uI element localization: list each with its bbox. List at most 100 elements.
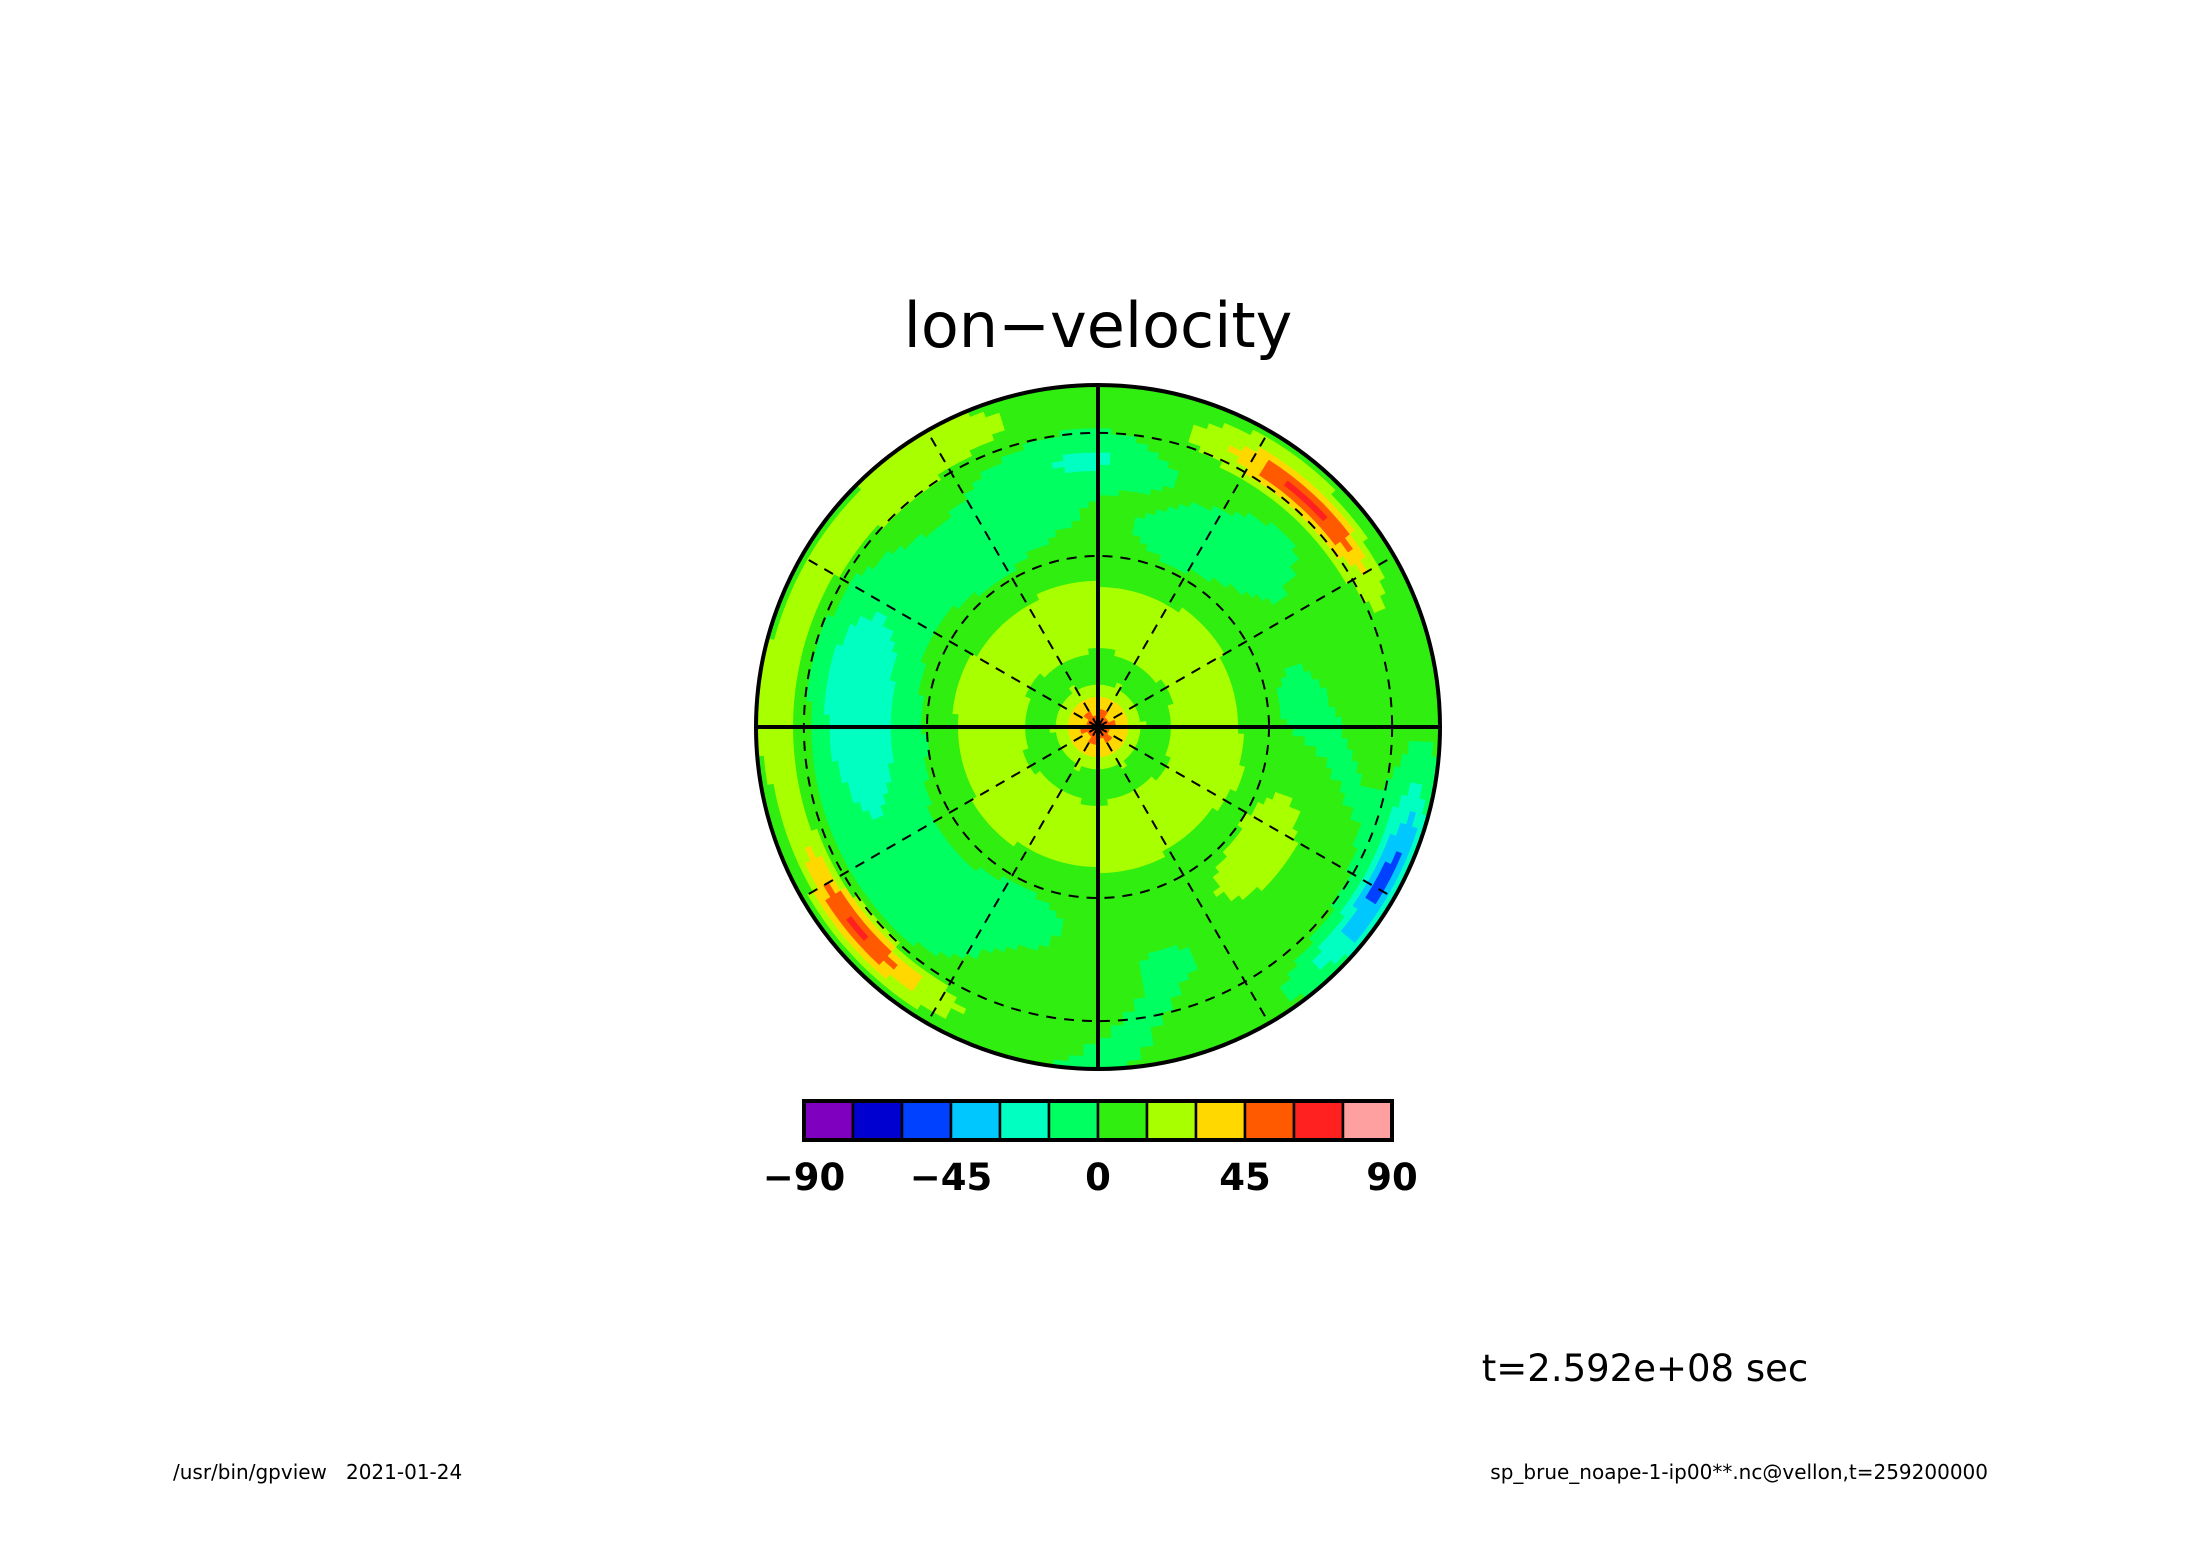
field-cell xyxy=(1108,592,1116,601)
field-cell xyxy=(1107,604,1115,613)
field-cell xyxy=(975,731,983,739)
field-cell xyxy=(1249,712,1258,721)
field-cell xyxy=(1101,628,1107,637)
field-cell xyxy=(1207,731,1215,738)
field-cell xyxy=(981,716,989,723)
field-cell xyxy=(1079,525,1090,533)
field-cell xyxy=(938,712,947,721)
field-cell xyxy=(951,707,960,716)
field-cell xyxy=(1304,707,1312,719)
field-cell xyxy=(1105,909,1115,917)
field-cell xyxy=(884,707,892,719)
field-cell xyxy=(1081,543,1091,552)
field-cell xyxy=(1087,829,1094,838)
field-cell xyxy=(1103,866,1112,874)
field-cell xyxy=(1079,927,1090,935)
field-cell xyxy=(1106,525,1117,533)
field-cell xyxy=(1104,878,1113,887)
field-cell xyxy=(1103,592,1111,600)
field-cell xyxy=(1103,586,1111,594)
field-cell xyxy=(1280,710,1288,720)
field-cell xyxy=(1079,859,1087,868)
field-cell xyxy=(1219,731,1227,739)
field-cell xyxy=(1083,878,1092,887)
field-cell xyxy=(1176,730,1184,735)
field-cell xyxy=(1280,734,1288,744)
field-cell xyxy=(1102,616,1109,625)
field-cell xyxy=(1084,574,1093,582)
field-cell xyxy=(938,733,947,742)
field-cell xyxy=(1080,531,1091,539)
field-cell xyxy=(1231,714,1239,722)
field-cell xyxy=(902,709,910,720)
field-cell xyxy=(1286,734,1294,745)
field-cell xyxy=(1080,915,1091,923)
field-cell xyxy=(1109,580,1118,589)
field-cell xyxy=(1107,610,1114,619)
field-cell xyxy=(1086,604,1094,612)
field-cell xyxy=(1298,708,1306,719)
field-cell xyxy=(1081,841,1089,850)
field-cell xyxy=(1102,610,1109,618)
field-cell xyxy=(914,734,923,744)
field-cell xyxy=(1090,805,1095,813)
field-cell xyxy=(1218,737,1227,745)
field-cell xyxy=(1080,847,1088,856)
field-cell xyxy=(890,708,898,719)
field-cell xyxy=(987,716,996,723)
field-cell xyxy=(975,715,983,723)
plot-area xyxy=(754,383,1442,1071)
field-cell xyxy=(1088,823,1095,832)
field-cell xyxy=(1230,738,1239,746)
field-cell xyxy=(902,734,910,745)
field-cell xyxy=(1237,732,1245,741)
field-cell xyxy=(1083,884,1092,893)
field-cell xyxy=(1089,817,1095,826)
field-cell xyxy=(1102,842,1110,850)
field-cell xyxy=(999,718,1008,724)
field-cell xyxy=(1206,736,1215,743)
field-cell xyxy=(890,735,898,746)
field-cell xyxy=(1081,909,1091,917)
field-cell xyxy=(1110,574,1119,583)
chart-title: lon−velocity xyxy=(904,289,1293,362)
field-cell xyxy=(1225,732,1233,740)
field-cell xyxy=(1082,835,1089,844)
field-cell xyxy=(1078,513,1090,521)
field-cell xyxy=(1225,714,1233,722)
field-cell xyxy=(1243,732,1251,741)
field-cell xyxy=(957,714,965,722)
field-cell xyxy=(945,706,954,715)
field-cell xyxy=(1085,586,1093,594)
field-cell xyxy=(1103,854,1111,862)
field-cell xyxy=(1081,902,1091,911)
field-cell xyxy=(1255,733,1264,742)
field-cell xyxy=(1273,710,1282,720)
field-cell xyxy=(1084,872,1093,880)
field-cell xyxy=(1077,871,1086,880)
field-cell xyxy=(1078,865,1087,874)
field-cell xyxy=(1102,604,1110,612)
field-cell xyxy=(993,717,1002,724)
field-cell xyxy=(963,732,971,740)
field-cell xyxy=(1086,842,1094,850)
field-cell xyxy=(975,710,984,718)
field-cell xyxy=(1108,598,1116,607)
field-cell xyxy=(1085,854,1093,862)
field-cell xyxy=(1079,921,1090,929)
field-cell xyxy=(1081,537,1091,545)
field-cell xyxy=(945,732,953,741)
field-cell xyxy=(1105,531,1116,539)
field-cell xyxy=(1104,561,1113,570)
field-cell xyxy=(963,714,971,722)
field-cell xyxy=(1080,853,1088,862)
field-cell xyxy=(884,735,892,747)
field-cell xyxy=(1103,872,1112,880)
field-cell xyxy=(1103,580,1112,588)
field-cell xyxy=(1194,730,1203,737)
field-cell xyxy=(932,712,941,721)
field-cell xyxy=(951,713,959,722)
field-cell xyxy=(969,715,977,723)
field-cell xyxy=(1292,708,1300,719)
